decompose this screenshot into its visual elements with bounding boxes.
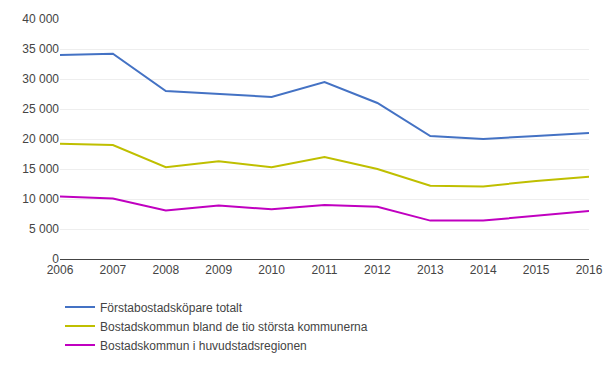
svg-text:Förstabostadsköpare totalt: Förstabostadsköpare totalt: [100, 301, 243, 315]
svg-text:0: 0: [52, 252, 59, 266]
svg-text:35 000: 35 000: [22, 42, 59, 56]
svg-text:2006: 2006: [47, 263, 74, 277]
svg-text:2014: 2014: [470, 263, 497, 277]
svg-text:5 000: 5 000: [29, 222, 59, 236]
svg-text:2013: 2013: [417, 263, 444, 277]
svg-text:30 000: 30 000: [22, 72, 59, 86]
svg-text:2012: 2012: [364, 263, 391, 277]
svg-text:2010: 2010: [258, 263, 285, 277]
svg-text:2016: 2016: [576, 263, 603, 277]
svg-text:Bostadskommun bland de tio stö: Bostadskommun bland de tio största kommu…: [100, 320, 368, 334]
svg-text:2015: 2015: [523, 263, 550, 277]
svg-text:2011: 2011: [312, 263, 338, 277]
svg-text:40 000: 40 000: [22, 12, 59, 26]
svg-text:Bostadskommun i huvudstadsregi: Bostadskommun i huvudstadsregionen: [100, 339, 307, 353]
svg-text:2007: 2007: [100, 263, 127, 277]
svg-text:20 000: 20 000: [22, 132, 59, 146]
svg-text:10 000: 10 000: [22, 192, 59, 206]
svg-text:2008: 2008: [152, 263, 179, 277]
svg-text:25 000: 25 000: [22, 102, 59, 116]
svg-text:15 000: 15 000: [22, 162, 59, 176]
svg-text:2009: 2009: [205, 263, 232, 277]
